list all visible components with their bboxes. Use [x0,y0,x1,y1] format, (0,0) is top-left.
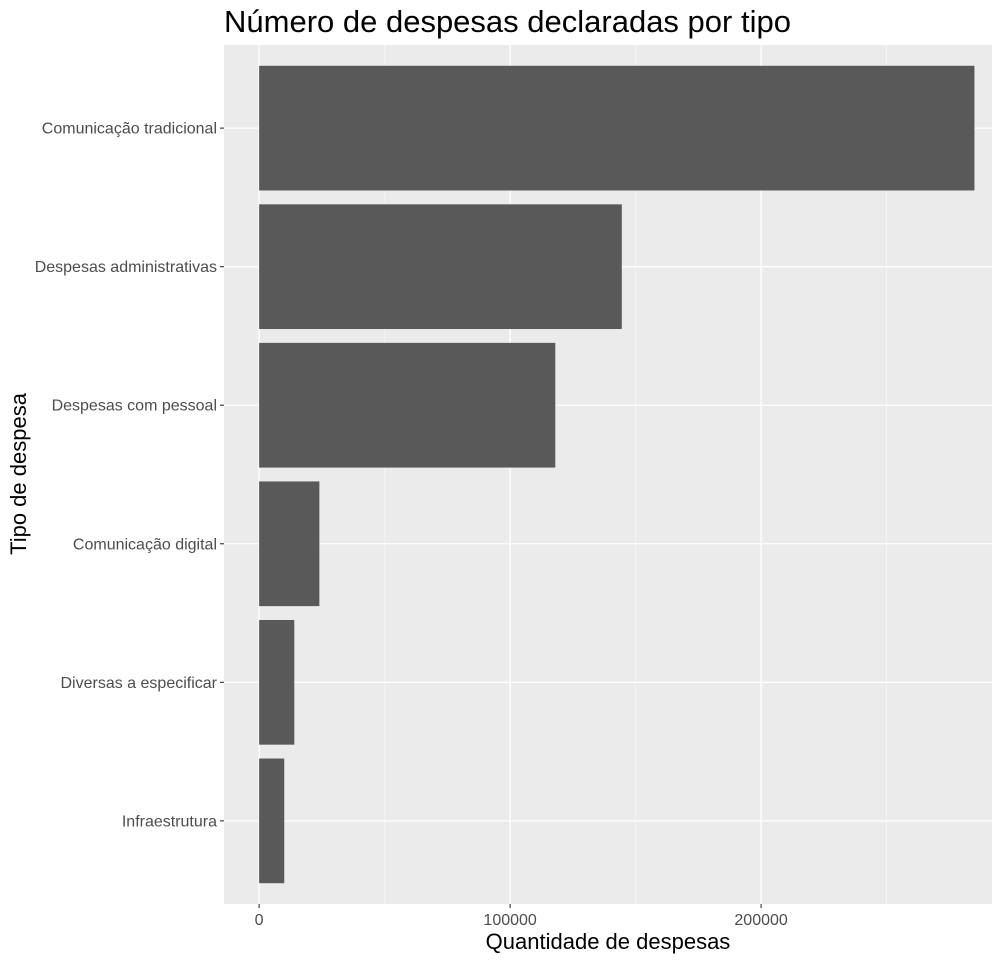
y-axis-title: Tipo de despesa [6,392,31,555]
chart-title: Número de despesas declaradas por tipo [224,4,791,39]
bar [259,619,295,745]
bar [259,204,622,330]
bar [259,481,320,607]
y-tick-label: Infraestrutura [122,813,217,830]
y-axis: Comunicação tradicional Despesas administ… [35,121,224,830]
y-tick-label: Despesas administrativas [35,259,217,276]
bars [259,65,975,884]
y-tick-label: Comunicação digital [73,536,217,553]
x-tick-label: 0 [255,912,264,929]
x-tick-label: 200000 [734,912,787,929]
y-tick-label: Despesas com pessoal [52,398,217,415]
bar [259,342,556,468]
bar [259,65,975,191]
y-tick-label: Comunicação tradicional [42,121,217,138]
bar [259,758,285,884]
x-axis: 0 100000 200000 [255,904,788,929]
x-axis-title: Quantidade de despesas [486,929,731,954]
y-tick-label: Diversas a especificar [61,675,218,692]
x-tick-label: 100000 [483,912,536,929]
